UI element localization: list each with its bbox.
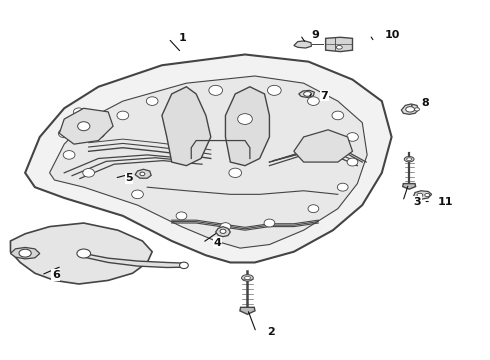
Polygon shape [401, 104, 418, 114]
Ellipse shape [264, 219, 275, 227]
Ellipse shape [229, 168, 242, 177]
Ellipse shape [308, 205, 319, 213]
Polygon shape [49, 76, 367, 248]
Ellipse shape [77, 122, 90, 131]
Text: 7: 7 [321, 91, 328, 101]
Ellipse shape [117, 111, 129, 120]
Ellipse shape [140, 172, 145, 176]
Text: 1: 1 [179, 33, 187, 43]
Polygon shape [299, 90, 315, 98]
Ellipse shape [417, 193, 423, 197]
Polygon shape [135, 169, 151, 178]
Ellipse shape [132, 190, 144, 199]
Polygon shape [216, 226, 230, 237]
Ellipse shape [220, 229, 226, 233]
Polygon shape [414, 191, 432, 199]
Ellipse shape [209, 85, 222, 95]
Ellipse shape [332, 111, 343, 120]
Ellipse shape [415, 108, 419, 111]
Polygon shape [326, 37, 352, 51]
Ellipse shape [74, 108, 84, 116]
Polygon shape [240, 307, 255, 314]
Polygon shape [10, 223, 152, 284]
Ellipse shape [63, 150, 75, 159]
Polygon shape [294, 130, 352, 162]
Ellipse shape [308, 97, 319, 105]
Text: 3: 3 [414, 197, 421, 207]
Polygon shape [25, 54, 392, 262]
Ellipse shape [425, 193, 430, 197]
Ellipse shape [242, 275, 253, 281]
Ellipse shape [404, 157, 414, 162]
Polygon shape [10, 247, 40, 259]
Ellipse shape [176, 212, 187, 220]
Text: 5: 5 [125, 173, 133, 183]
Ellipse shape [92, 129, 105, 138]
Ellipse shape [346, 133, 358, 141]
Ellipse shape [179, 262, 188, 269]
Polygon shape [225, 87, 270, 166]
Text: 8: 8 [421, 98, 429, 108]
Ellipse shape [336, 45, 342, 49]
Ellipse shape [220, 223, 231, 230]
Text: 4: 4 [213, 238, 221, 248]
Ellipse shape [58, 129, 70, 138]
Ellipse shape [147, 97, 158, 105]
Ellipse shape [347, 158, 358, 166]
Text: 6: 6 [52, 270, 60, 280]
Ellipse shape [77, 249, 91, 258]
Ellipse shape [407, 158, 412, 161]
Text: 2: 2 [267, 327, 275, 337]
Ellipse shape [268, 85, 281, 95]
Polygon shape [84, 253, 186, 267]
Polygon shape [403, 184, 416, 189]
Ellipse shape [304, 91, 312, 96]
Text: 10: 10 [384, 30, 400, 40]
Text: 11: 11 [438, 197, 454, 207]
Ellipse shape [337, 183, 348, 191]
Ellipse shape [19, 249, 31, 257]
Ellipse shape [238, 114, 252, 125]
Polygon shape [294, 41, 312, 48]
Polygon shape [59, 108, 113, 144]
Ellipse shape [406, 107, 415, 112]
Ellipse shape [83, 168, 95, 177]
Text: 9: 9 [311, 30, 319, 40]
Polygon shape [162, 87, 211, 166]
Ellipse shape [245, 276, 250, 279]
